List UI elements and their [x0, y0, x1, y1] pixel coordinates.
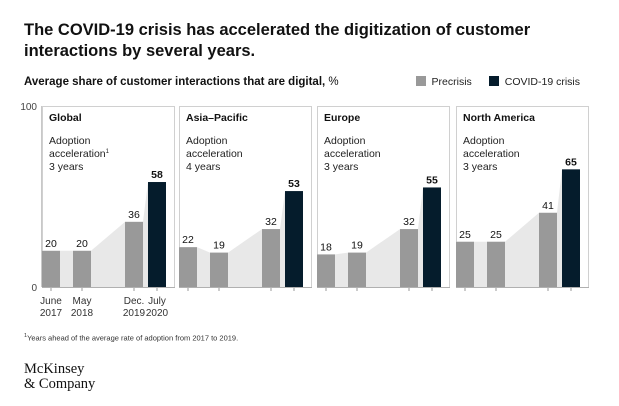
- adoption-note-line: 3 years: [324, 161, 358, 173]
- legend-covid-swatch: [488, 76, 499, 86]
- headline: The COVID-19 crisis has accelerated the …: [24, 21, 531, 60]
- legend-covid: COVID-19 crisis: [488, 76, 580, 88]
- adoption-note-text: acceleration: [49, 148, 106, 160]
- adoption-note-line: acceleration: [186, 148, 243, 160]
- footnote-marker: 1: [24, 333, 28, 339]
- adoption-note-line: Adoption: [463, 135, 505, 147]
- footnote-text: Years ahead of the average rate of adopt…: [27, 333, 239, 343]
- subtitle-text: Average share of customer interactions t…: [24, 76, 326, 88]
- adoption-note-line: 4 years: [186, 161, 220, 173]
- bar-value-label: 19: [213, 240, 225, 252]
- footnote: 1Years ahead of the average rate of adop…: [24, 333, 238, 343]
- bar-value-label: 18: [320, 241, 332, 253]
- bar-precrisis: [348, 252, 366, 287]
- x-tick-label: 2017: [40, 308, 63, 319]
- chart-subtitle: Average share of customer interactions t…: [24, 76, 339, 88]
- x-tick-label: June: [40, 296, 62, 307]
- subtitle-unit: %: [328, 76, 339, 88]
- bar-precrisis: [317, 254, 335, 287]
- adoption-note-line: 3 years: [463, 161, 497, 173]
- bar-value-label: 58: [151, 169, 163, 181]
- adoption-note-line: Adoption: [324, 135, 366, 147]
- bar-precrisis: [262, 229, 280, 287]
- bar-value-label: 20: [76, 238, 88, 250]
- bar-value-label: 53: [288, 178, 300, 190]
- bar-precrisis: [210, 252, 228, 287]
- bar-precrisis: [42, 250, 60, 287]
- x-tick-label: May: [73, 296, 92, 307]
- x-tick-label: 2019: [123, 308, 146, 319]
- logo-line-1: McKinsey: [24, 361, 85, 377]
- legend-precrisis-label: Precrisis: [431, 76, 472, 88]
- legend-precrisis: Precrisis: [415, 76, 472, 88]
- y-tick-label: 0: [31, 283, 37, 294]
- bar-value-label: 65: [565, 156, 577, 168]
- bar-value-label: 32: [265, 216, 277, 228]
- bar-value-label: 20: [45, 238, 57, 250]
- bar-precrisis: [487, 241, 505, 287]
- adoption-note-line: Adoption: [186, 135, 228, 147]
- region-title: Global: [49, 112, 82, 124]
- bar-value-label: 25: [459, 229, 471, 241]
- x-tick-label: 2020: [146, 308, 169, 319]
- x-tick-label: 2018: [71, 308, 94, 319]
- bar-covid: [423, 187, 441, 287]
- bar-value-label: 32: [403, 216, 415, 228]
- bar-covid: [285, 191, 303, 287]
- adoption-note-line: acceleration: [463, 148, 520, 160]
- bar-precrisis: [539, 212, 557, 287]
- bar-precrisis: [400, 229, 418, 287]
- legend-precrisis-swatch: [415, 76, 426, 86]
- trend-area: [317, 187, 441, 287]
- x-tick-label: Dec.: [124, 296, 145, 307]
- bar-value-label: 55: [426, 174, 438, 186]
- x-tick-label: July: [148, 296, 166, 307]
- region-title: Asia–Pacific: [186, 112, 248, 124]
- bar-value-label: 19: [351, 240, 363, 252]
- bar-covid: [562, 169, 580, 287]
- adoption-note-line: Adoption: [49, 135, 91, 147]
- bar-value-label: 25: [490, 229, 502, 241]
- region-title: North America: [463, 112, 535, 124]
- bar-precrisis: [125, 221, 143, 287]
- subtitle-row: Average share of customer interactions t…: [24, 76, 594, 92]
- bar-precrisis: [456, 241, 474, 287]
- bar-value-label: 22: [182, 234, 194, 246]
- trend-area: [42, 182, 166, 287]
- region-title: Europe: [324, 112, 360, 124]
- trend-area: [456, 169, 580, 287]
- adoption-note-line: 3 years: [49, 161, 83, 173]
- logo-line-2: & Company: [24, 376, 96, 392]
- bar-precrisis: [179, 247, 197, 287]
- y-tick-label: 100: [20, 102, 37, 113]
- footnote-marker-superscript: 1: [106, 149, 110, 155]
- legend: Precrisis COVID-19 crisis: [402, 76, 580, 88]
- legend-covid-label: COVID-19 crisis: [504, 76, 580, 88]
- bar-precrisis: [73, 250, 91, 287]
- adoption-note-line: acceleration1: [49, 148, 110, 160]
- bar-value-label: 41: [542, 200, 554, 212]
- bar-covid: [148, 182, 166, 287]
- mckinsey-logo: McKinsey & Company: [24, 362, 95, 392]
- adoption-note-line: acceleration: [324, 148, 381, 160]
- bar-value-label: 36: [128, 209, 140, 221]
- trend-area: [179, 191, 303, 287]
